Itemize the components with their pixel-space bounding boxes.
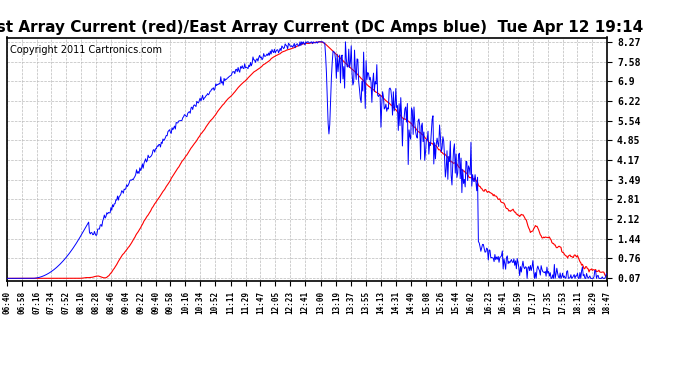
Text: Copyright 2011 Cartronics.com: Copyright 2011 Cartronics.com <box>10 45 162 55</box>
Title: West Array Current (red)/East Array Current (DC Amps blue)  Tue Apr 12 19:14: West Array Current (red)/East Array Curr… <box>0 20 644 35</box>
